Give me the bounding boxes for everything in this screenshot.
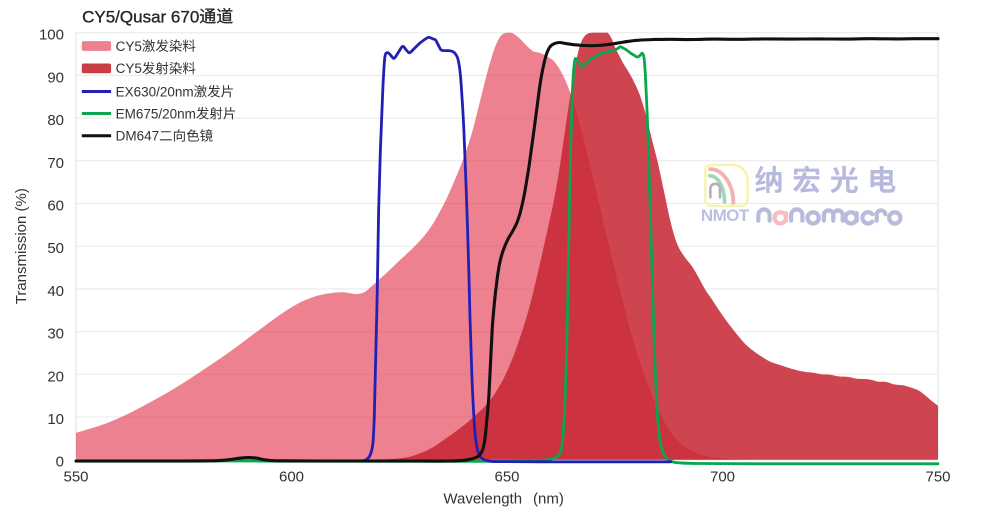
svg-text:Wavelength: Wavelength [443,491,522,508]
svg-text:0: 0 [56,454,64,471]
svg-text:CY5: CY5 [116,61,142,76]
svg-text:700: 700 [710,469,735,486]
svg-text:DM647: DM647 [116,129,160,144]
svg-text:CY5/Qusar 670: CY5/Qusar 670 [82,7,199,26]
svg-text:EX630/20nm: EX630/20nm [116,84,194,99]
svg-text:10: 10 [47,411,64,428]
svg-text:NMOT: NMOT [701,206,750,225]
svg-text:30: 30 [47,326,64,343]
svg-text:100: 100 [39,27,64,44]
svg-text:550: 550 [63,469,88,486]
svg-text:(nm): (nm) [533,491,564,508]
svg-text:750: 750 [925,469,950,486]
svg-text:80: 80 [47,112,64,129]
svg-text:60: 60 [47,198,64,215]
svg-text:CY5: CY5 [116,39,142,54]
svg-text:650: 650 [494,469,519,486]
svg-text:40: 40 [47,283,64,300]
svg-text:90: 90 [47,69,64,86]
svg-text:20: 20 [47,368,64,385]
svg-text:50: 50 [47,240,64,257]
svg-text:EM675/20nm: EM675/20nm [116,106,196,121]
svg-text:70: 70 [47,155,64,172]
svg-text:600: 600 [279,469,304,486]
svg-text:Transmission (%): Transmission (%) [13,188,30,304]
